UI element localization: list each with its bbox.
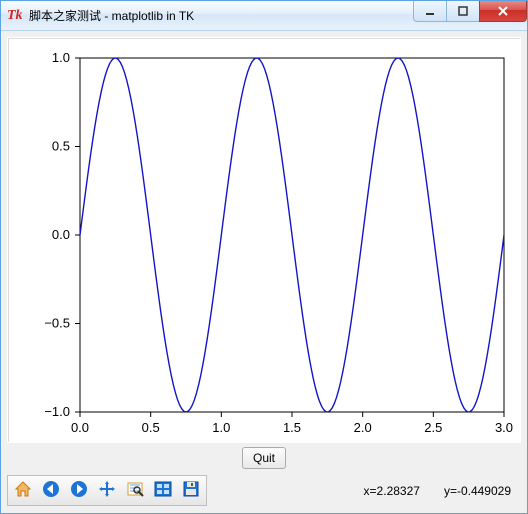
zoom-button[interactable] [121,477,149,504]
back-button[interactable] [37,477,65,504]
save-icon [181,479,201,502]
quit-row: Quit [7,443,521,473]
close-button[interactable] [479,1,527,22]
home-button[interactable] [9,477,37,504]
cursor-coordinates: x=2.28327 y=-0.449029 [340,484,521,498]
svg-text:−0.5: −0.5 [44,316,70,331]
coord-y: y=-0.449029 [444,484,511,498]
back-icon [41,479,61,502]
zoom-icon [125,479,145,502]
mpl-toolbar [7,475,207,506]
svg-text:1.0: 1.0 [212,420,230,435]
pan-button[interactable] [93,477,121,504]
svg-text:0.5: 0.5 [52,139,70,154]
window-controls [414,1,527,22]
plot-container: 0.0 0.5 1.0 1.5 2.0 2.5 3.0 −1.0 −0.5 0.0 0.5 1.0 [7,37,521,443]
svg-text:3.0: 3.0 [495,420,513,435]
save-button[interactable] [177,477,205,504]
client-area: 0.0 0.5 1.0 1.5 2.0 2.5 3.0 −1.0 −0.5 0.0 0.5 1.0 Q… [1,31,527,513]
subplots-icon [153,479,173,502]
plot-canvas[interactable]: 0.0 0.5 1.0 1.5 2.0 2.5 3.0 −1.0 −0.5 0.0 0.5 1.0 [10,40,514,440]
app-icon: Tk [7,8,23,24]
svg-text:0.0: 0.0 [52,227,70,242]
maximize-button[interactable] [446,1,480,22]
coord-x: x=2.28327 [364,484,420,498]
svg-text:1.0: 1.0 [52,50,70,65]
minimize-button[interactable] [413,1,447,22]
svg-text:2.0: 2.0 [354,420,372,435]
pan-icon [97,479,117,502]
close-icon [496,5,510,17]
titlebar[interactable]: Tk 脚本之家测试 - matplotlib in TK [1,1,527,31]
minimize-icon [424,5,436,17]
home-icon [13,479,33,502]
forward-icon [69,479,89,502]
forward-button[interactable] [65,477,93,504]
quit-button[interactable]: Quit [242,447,286,469]
subplots-button[interactable] [149,477,177,504]
maximize-icon [457,5,469,17]
toolbar-row: x=2.28327 y=-0.449029 [7,473,521,510]
svg-text:0.0: 0.0 [71,420,89,435]
svg-text:2.5: 2.5 [424,420,442,435]
svg-text:−1.0: −1.0 [44,404,70,419]
window-title: 脚本之家测试 - matplotlib in TK [29,7,194,24]
app-window: Tk 脚本之家测试 - matplotlib in TK 0.0 0.5 1.0 1.… [0,0,528,514]
svg-text:0.5: 0.5 [142,420,160,435]
svg-text:1.5: 1.5 [283,420,301,435]
